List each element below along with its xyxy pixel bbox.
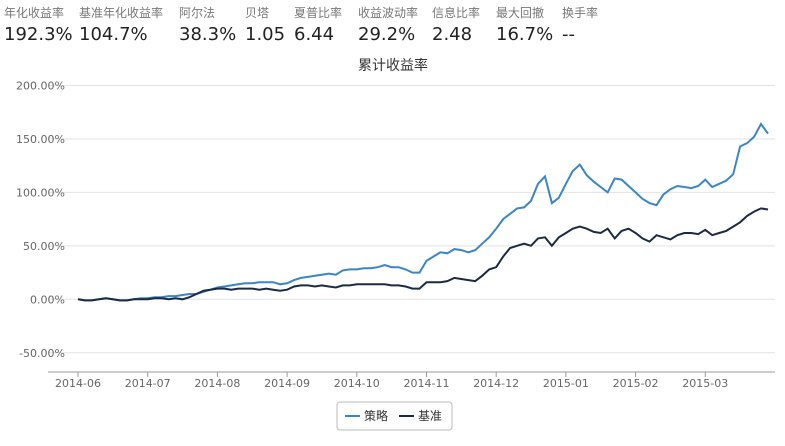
stat-label: 最大回撤 <box>496 6 545 20</box>
y-tick-label: 150.00% <box>16 133 65 146</box>
stat: 信息比率 2.48 <box>432 4 480 45</box>
x-tick-label: 2015-02 <box>613 377 659 390</box>
stat: 年化收益率 192.3% <box>4 4 73 45</box>
stat: 最大回撤 16.7% <box>496 4 553 45</box>
y-tick-label: 50.00% <box>23 240 65 253</box>
y-tick-label: 100.00% <box>16 186 65 199</box>
x-tick-label: 2014-10 <box>334 377 380 390</box>
x-tick-label: 2014-12 <box>473 377 519 390</box>
stat: 收益波动率 29.2% <box>358 4 418 45</box>
stat-value: 2.48 <box>432 24 473 45</box>
legend-box <box>336 401 453 431</box>
series-line <box>77 207 769 302</box>
stat-value: 192.3% <box>4 24 73 45</box>
stat-label: 收益波动率 <box>358 6 419 20</box>
x-tick-label: 2014-11 <box>404 377 450 390</box>
stat-value: 16.7% <box>496 24 554 45</box>
stat: 基准年化收益率 104.7% <box>79 4 163 45</box>
stat-value: 6.44 <box>294 24 335 45</box>
stat: 阿尔法 38.3% <box>179 4 236 45</box>
chart-title: 累计收益率 <box>358 57 428 74</box>
series-line <box>77 122 769 302</box>
stat-label: 夏普比率 <box>294 6 343 20</box>
y-tick-label: 0.00% <box>30 293 65 306</box>
stat-label: 基准年化收益率 <box>79 6 164 20</box>
x-tick-label: 2014-07 <box>125 377 171 390</box>
stat-label: 年化收益率 <box>4 6 65 20</box>
x-tick-label: 2015-01 <box>543 377 589 390</box>
stat-value: 104.7% <box>79 24 148 45</box>
legend-label: 基准 <box>418 409 442 423</box>
y-tick-label: 200.00% <box>16 79 65 92</box>
stat-label: 贝塔 <box>245 6 270 20</box>
x-tick-label: 2014-09 <box>264 377 310 390</box>
stat: 贝塔 1.05 <box>245 4 285 45</box>
stats-bar: 年化收益率 192.3% 基准年化收益率 104.7% 阿尔法 38.3% 贝塔 1.05 夏普… <box>0 0 785 48</box>
stat-value: 1.05 <box>245 24 286 45</box>
legend-label: 策略 <box>364 408 388 423</box>
stat-label: 阿尔法 <box>179 6 216 20</box>
stat: 夏普比率 6.44 <box>294 4 342 45</box>
stat-label: 换手率 <box>562 6 599 20</box>
stat-value: -- <box>562 24 575 45</box>
stat-value: 38.3% <box>179 24 237 45</box>
x-tick-label: 2015-03 <box>682 377 728 390</box>
stat-label: 信息比率 <box>432 6 481 20</box>
stat: 换手率 -- <box>562 4 598 45</box>
stat-value: 29.2% <box>358 24 416 45</box>
x-tick-label: 2014-08 <box>194 377 240 390</box>
x-tick-label: 2014-06 <box>55 377 101 390</box>
y-tick-label: -50.00% <box>19 347 65 360</box>
